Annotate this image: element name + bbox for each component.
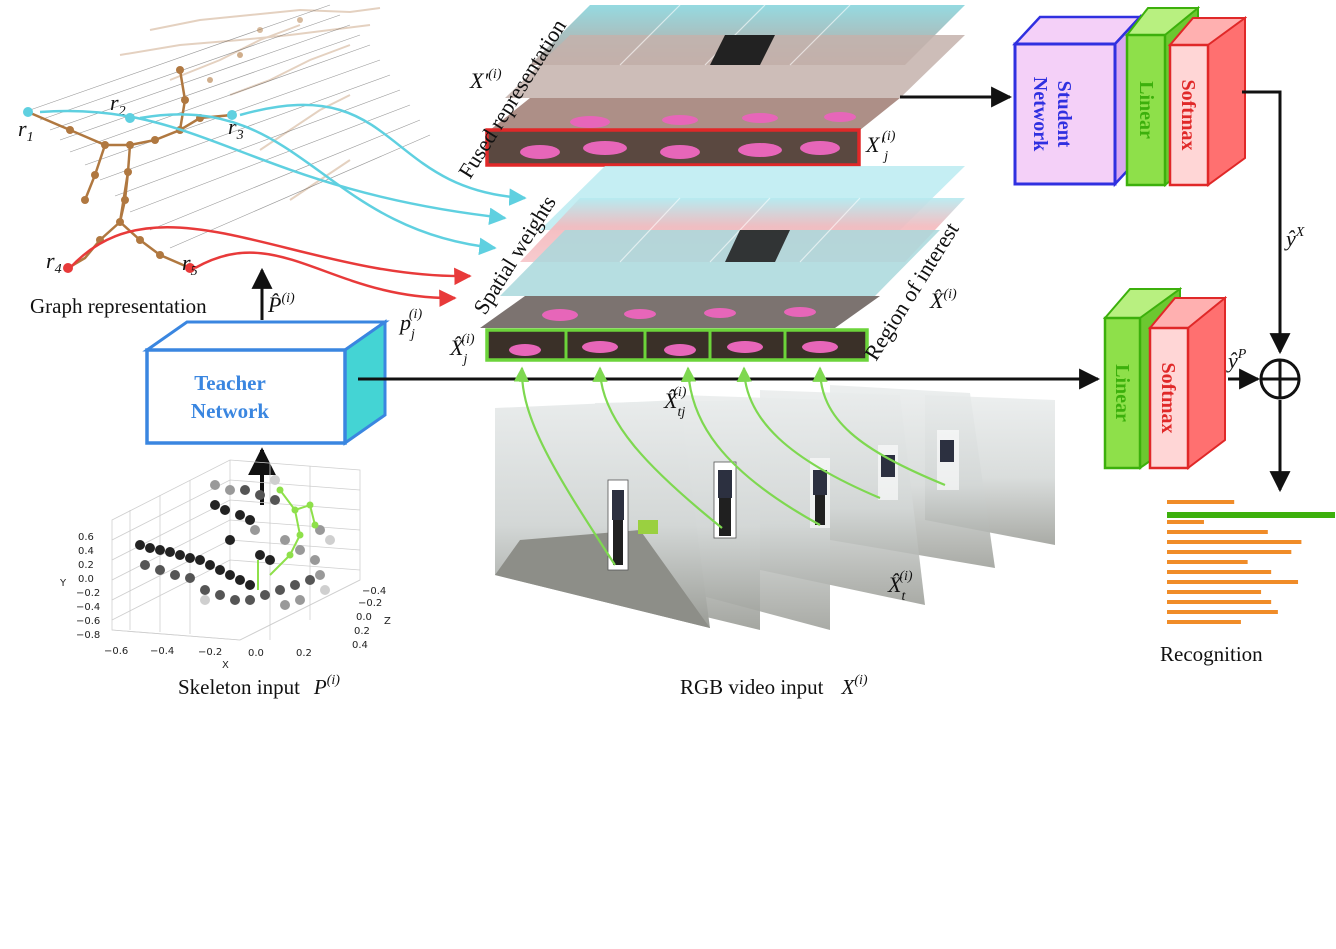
skeleton-input-label: Skeleton input P(i) (178, 673, 340, 699)
recognition-label: Recognition (1160, 642, 1263, 666)
x-tick-0: −0.6 (104, 646, 128, 657)
recognition-bar (1167, 590, 1262, 594)
fused-representation (485, 4, 965, 167)
recognition-bar (1167, 600, 1272, 604)
z-tick-3: 0.2 (354, 626, 370, 637)
graph-skeleton-nodes (66, 17, 303, 259)
recognition-bar (1167, 570, 1272, 574)
joint-label-r1: r1 (18, 116, 34, 145)
joint-label-r2: r2 (110, 90, 126, 119)
recognition-bar (1167, 620, 1241, 624)
teacher-network: Teacher Network (142, 319, 390, 446)
x-hat-j-label: X̂j(i) (449, 332, 475, 367)
x-hat-label: X̂(i) (929, 287, 957, 313)
y-axis-label: Y (59, 578, 67, 589)
softmax-top: Softmax (1167, 16, 1248, 187)
person-figures (607, 430, 959, 571)
joint-label-r5: r5 (182, 250, 198, 279)
x-tick-2: −0.2 (198, 647, 222, 658)
student-network: Student Network (1012, 13, 1143, 188)
video-frame-0 (495, 400, 710, 628)
graph-grid (29, 4, 431, 249)
x-tick-3: 0.0 (248, 648, 264, 659)
joint-curves (39, 103, 527, 307)
x-prime-j-label: X′j(i) (865, 129, 896, 164)
recognition-bar (1167, 540, 1302, 544)
roi-arrows (513, 366, 946, 566)
z-tick-2: 0.0 (356, 612, 372, 623)
joint-label-r4: r4 (46, 248, 62, 277)
graph-faded-layers (119, 7, 381, 201)
p-hat-label: P̂(i) (267, 291, 295, 317)
z-tick-1: −0.2 (358, 598, 382, 609)
y-tick-5: −0.4 (76, 602, 100, 613)
y-hat-x-label: ŷX (1284, 225, 1305, 251)
recognition-bar (1167, 530, 1268, 534)
recognition-bar (1167, 610, 1278, 614)
x-tick-4: 0.2 (296, 648, 312, 659)
recognition-bar (1167, 560, 1248, 564)
graph-representation: r1 r2 r3 r4 r5 Graph representation (18, 4, 431, 318)
x-hat-tj-label: X̂tj(i) (663, 385, 687, 420)
recognition-bar (1167, 512, 1335, 518)
teacher-label-line2: Network (191, 399, 269, 423)
x-tick-1: −0.4 (150, 646, 174, 657)
graph-representation-label: Graph representation (30, 294, 207, 318)
y-tick-1: 0.4 (78, 546, 94, 557)
fusion-arrows (1228, 90, 1291, 493)
joint-label-r3: r3 (228, 114, 244, 143)
y-tick-0: 0.6 (78, 532, 94, 543)
joint-r3 (227, 110, 237, 120)
p-j-label: pj(i) (398, 307, 422, 342)
joint-r4 (63, 263, 73, 273)
spatial-weights-stack (480, 166, 965, 362)
plot-points (135, 475, 335, 610)
y-tick-6: −0.6 (76, 616, 100, 627)
x-axis-label: X (222, 660, 229, 671)
skeleton-plot: 0.6 0.4 0.2 0.0 −0.2 −0.4 −0.6 −0.8 Y −0… (59, 459, 391, 671)
y-tick-3: 0.0 (78, 574, 94, 585)
linear-bottom-label: Linear (1111, 364, 1133, 422)
teacher-branch-head: Linear Softmax (1102, 287, 1228, 471)
student-branch: Student Network Linear Softmax (1012, 5, 1248, 188)
recognition-bar (1167, 520, 1204, 524)
z-tick-0: −0.4 (362, 586, 386, 597)
recognition-bars (1167, 500, 1335, 624)
rgb-input-label: RGB video input X(i) (680, 673, 868, 699)
teacher-label-line1: Teacher (194, 371, 266, 395)
student-label-line2: Network (1029, 77, 1051, 152)
joint-r1 (23, 107, 33, 117)
recognition-bar (1167, 550, 1292, 554)
y-hat-p-label: ŷP (1226, 347, 1247, 373)
joint-r5 (185, 263, 195, 273)
y-tick-7: −0.8 (76, 630, 100, 641)
student-label-line1: Student (1053, 81, 1075, 148)
linear-top-label: Linear (1135, 81, 1157, 139)
plot-ticks: 0.6 0.4 0.2 0.0 −0.2 −0.4 −0.6 −0.8 Y −0… (59, 532, 391, 671)
recognition-bar (1167, 580, 1299, 584)
recognition-bar (1167, 500, 1235, 504)
z-axis-label: Z (384, 616, 391, 627)
y-tick-4: −0.2 (76, 588, 100, 599)
z-tick-4: 0.4 (352, 640, 368, 651)
x-prime-label: X′(i) (469, 67, 502, 93)
softmax-top-label: Softmax (1177, 79, 1199, 150)
softmax-bottom-label: Softmax (1157, 362, 1179, 433)
softmax-bottom: Softmax (1147, 295, 1228, 471)
y-tick-2: 0.2 (78, 560, 94, 571)
x-hat-t-label: X̂t(i) (887, 569, 913, 604)
